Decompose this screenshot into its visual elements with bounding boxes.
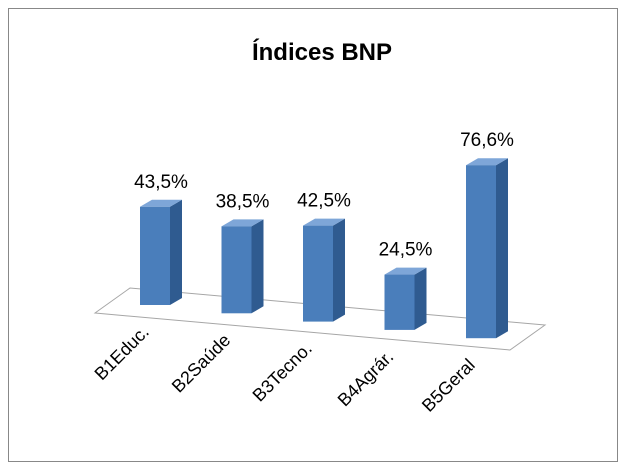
bar-side bbox=[333, 218, 345, 322]
bar bbox=[221, 219, 264, 314]
bar-top bbox=[303, 218, 345, 226]
bar-top bbox=[221, 219, 264, 227]
value-label: 38,5% bbox=[216, 191, 270, 212]
bar bbox=[384, 267, 427, 330]
bar-front bbox=[140, 206, 170, 305]
bar-side bbox=[496, 158, 508, 339]
bar-side bbox=[170, 199, 182, 305]
chart-title: Índices BNP bbox=[252, 38, 392, 66]
bar-front bbox=[466, 165, 496, 339]
bar-side bbox=[251, 219, 264, 314]
bar-front bbox=[221, 226, 252, 314]
value-label: 24,5% bbox=[379, 240, 433, 261]
bar-top bbox=[384, 267, 427, 275]
bar bbox=[466, 158, 508, 339]
bar-top bbox=[140, 199, 182, 207]
bar-side bbox=[414, 267, 427, 330]
bar-front bbox=[303, 225, 333, 322]
value-label: 42,5% bbox=[297, 191, 351, 212]
floor bbox=[93, 287, 547, 351]
bar bbox=[140, 199, 182, 305]
bar bbox=[303, 218, 345, 322]
value-label: 76,6% bbox=[460, 130, 514, 151]
value-label: 43,5% bbox=[134, 172, 188, 193]
bar-top bbox=[466, 158, 508, 166]
bar-front bbox=[384, 274, 415, 330]
